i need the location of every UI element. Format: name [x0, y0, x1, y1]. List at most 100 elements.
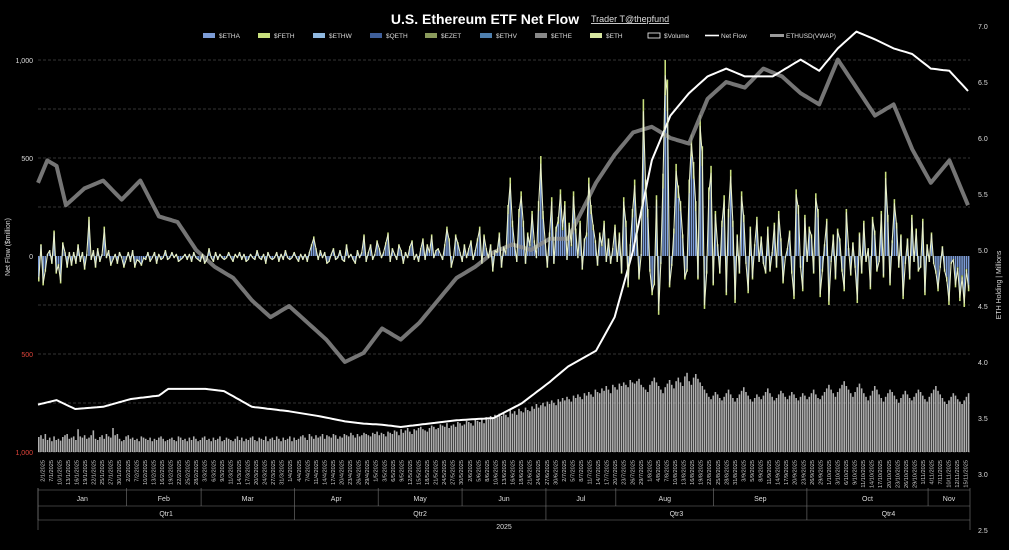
- date-tick-label: 8/7/2025: [579, 460, 585, 482]
- legend-label: $ETH: [606, 33, 623, 40]
- volume-bar: [500, 416, 503, 452]
- volume-bar: [544, 406, 546, 452]
- volume-bar: [144, 438, 147, 452]
- volume-bar: [729, 394, 732, 452]
- volume-bar: [546, 401, 549, 452]
- volume-bar: [878, 394, 880, 452]
- volume-bar: [557, 399, 560, 452]
- date-tick-label: 7/4/2025: [305, 460, 311, 482]
- volume-bar: [559, 401, 562, 452]
- legend-label: $QETH: [386, 33, 408, 40]
- volume-bar: [507, 417, 509, 452]
- volume-bar: [932, 389, 935, 452]
- volume-bar: [55, 440, 58, 452]
- date-tick-label: 27/1/2025: [109, 460, 115, 485]
- date-tick-label: 1/8/2025: [647, 460, 653, 482]
- volume-bar: [928, 396, 931, 452]
- date-tick-label: 4/8/2025: [656, 460, 662, 482]
- volume-bar: [315, 435, 317, 452]
- date-tick-label: 2/2/2025: [126, 460, 132, 482]
- volume-bar: [114, 435, 116, 452]
- volume-bar: [96, 440, 99, 452]
- volume-bar: [668, 380, 671, 452]
- volume-bar: [310, 436, 313, 452]
- volume-bar: [127, 435, 130, 452]
- volume-bar: [873, 386, 876, 452]
- volume-bar: [603, 390, 605, 452]
- date-tick-label: 1/11/2025: [921, 460, 927, 484]
- volume-bar: [880, 398, 883, 452]
- volume-bar: [535, 404, 538, 452]
- legend-label: $Volume: [664, 33, 690, 40]
- volume-bar: [284, 440, 287, 452]
- volume-bar: [767, 388, 769, 452]
- date-tick-label: 4/11/2025: [930, 460, 936, 484]
- volume-bar: [612, 384, 614, 452]
- volume-bar: [88, 437, 90, 452]
- volume-bar: [625, 384, 627, 452]
- volume-bar: [188, 437, 191, 452]
- month-label: Nov: [943, 496, 956, 503]
- volume-bar: [164, 441, 167, 452]
- volume-bar: [487, 419, 490, 452]
- date-tick-label: 27/3/2025: [271, 460, 277, 485]
- date-tick-label: 1/10/2025: [827, 460, 833, 485]
- volume-bar: [961, 404, 963, 452]
- volume-bar: [555, 405, 557, 452]
- volume-bar: [655, 382, 658, 452]
- volume-bar: [795, 398, 797, 452]
- volume-bar: [186, 441, 188, 452]
- flow-bar: [57, 256, 60, 266]
- volume-bar: [839, 388, 841, 452]
- date-tick-label: 20/9/2025: [793, 460, 799, 485]
- legend-label: ETHUSD(VWAP): [786, 33, 836, 40]
- legend-label: $ETHA: [219, 33, 241, 40]
- date-tick-label: 30/1/2025: [117, 460, 123, 485]
- volume-bar: [867, 400, 869, 452]
- volume-bar: [956, 399, 959, 452]
- volume-bar: [134, 440, 136, 452]
- volume-bar: [212, 437, 215, 452]
- volume-bar: [919, 392, 922, 452]
- volume-bar: [433, 426, 435, 452]
- date-tick-label: 11/7/2025: [588, 460, 594, 484]
- volume-bar: [467, 422, 470, 452]
- volume-bar: [673, 388, 675, 452]
- volume-bar: [502, 412, 505, 452]
- volume-bar: [70, 437, 73, 452]
- month-label: Jan: [77, 496, 88, 503]
- volume-bar: [588, 392, 590, 452]
- volume-bar: [465, 420, 468, 452]
- date-tick-label: 4/4/2025: [297, 460, 303, 482]
- volume-bar: [806, 399, 808, 452]
- volume-bar: [540, 405, 542, 452]
- volume-bar: [210, 441, 213, 452]
- ethusd-vwap-line: [36, 57, 970, 364]
- x-axis: 2/1/2025 7/1/2025 10/1/2025 13/1/2025 16/1/2…: [37, 460, 971, 531]
- volume-bar: [948, 400, 950, 452]
- volume-bar: [245, 438, 247, 452]
- volume-bar: [365, 434, 367, 452]
- volume-bar: [66, 434, 68, 452]
- volume-bar: [216, 438, 219, 452]
- volume-bar: [422, 429, 424, 452]
- volume-bar: [474, 419, 477, 452]
- left-tick-label: 500: [21, 352, 33, 359]
- volume-bar: [234, 438, 237, 452]
- volume-bar: [269, 438, 271, 452]
- volume-bar: [782, 393, 784, 452]
- volume-bar: [564, 400, 566, 452]
- volume-bar: [815, 394, 817, 452]
- date-tick-label: 2/6/2025: [468, 460, 474, 482]
- volume-bar: [254, 440, 256, 452]
- volume-bar: [808, 396, 811, 452]
- date-tick-label: 20/10/2025: [887, 460, 893, 488]
- date-tick-label: 3/10/2025: [836, 460, 842, 485]
- date-tick-label: 31/8/2025: [733, 460, 739, 485]
- volume-bar: [771, 396, 773, 452]
- left-tick-label: 1,000: [15, 450, 33, 457]
- volume-bar: [714, 392, 717, 452]
- flow-bar: [601, 244, 603, 256]
- volume-bar: [448, 428, 450, 452]
